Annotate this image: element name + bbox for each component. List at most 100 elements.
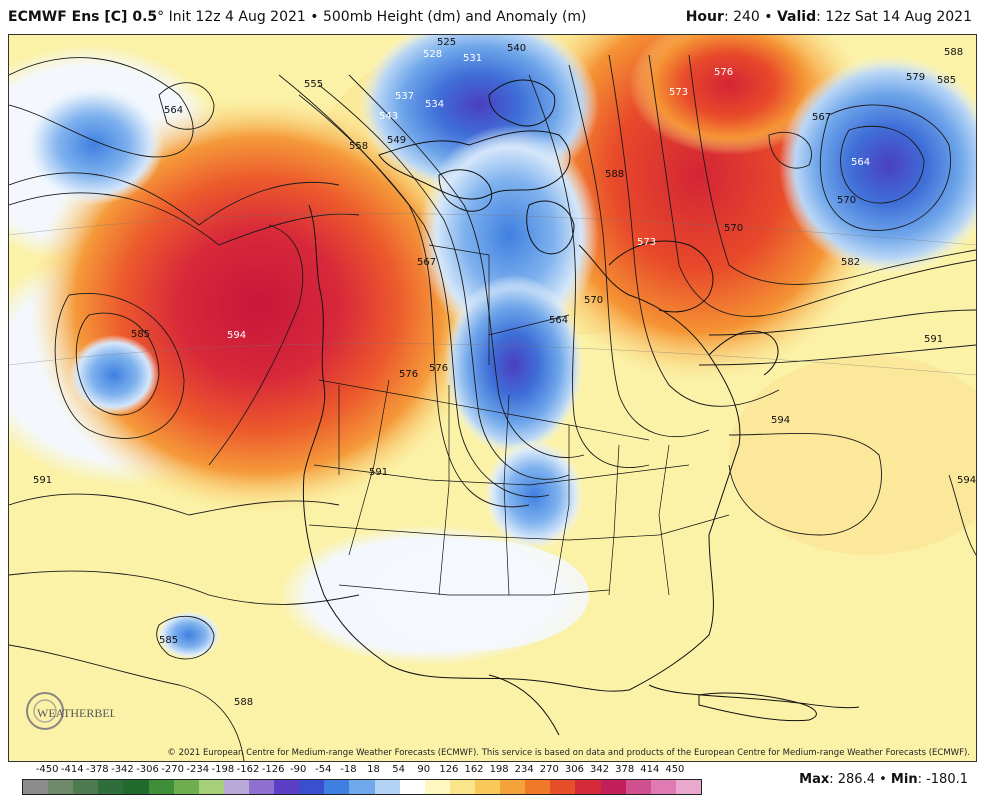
scale-tick-label: -162 — [236, 764, 260, 775]
contour-label: 540 — [507, 43, 526, 54]
degree-symbol: ° — [157, 9, 165, 25]
contour-label: 567 — [417, 257, 436, 268]
max-min-readout: Max: 286.4 • Min: -180.1 — [799, 772, 968, 787]
contour-label: 594 — [227, 330, 246, 341]
scale-tick-label: 18 — [367, 764, 380, 775]
height-contours — [9, 54, 976, 761]
contour-label: 549 — [387, 135, 406, 146]
valid-value: : 12z Sat 14 Aug 2021 — [816, 9, 972, 25]
weatherbell-logo: WEATHERBELL — [23, 687, 115, 737]
contour-label: 588 — [605, 169, 624, 180]
colorbar-swatch — [500, 780, 526, 794]
contour-label: 573 — [637, 237, 656, 248]
colorbar-swatch — [650, 780, 676, 794]
map-canvas: 525 528 531 540 564 555 537 534 543 549 … — [9, 35, 976, 761]
colorbar-swatch — [148, 780, 174, 794]
init-description: Init 12z 4 Aug 2021 • 500mb Height (dm) … — [164, 9, 587, 25]
state-borders — [308, 244, 730, 596]
valid-label: Valid — [776, 9, 817, 25]
contour-label: 564 — [549, 315, 568, 326]
contour-label: 534 — [425, 99, 444, 110]
contour-label: 528 — [423, 49, 442, 60]
contour-label: 591 — [924, 334, 943, 345]
contour-label: 585 — [131, 329, 150, 340]
scale-tick-label: 90 — [417, 764, 431, 775]
contour-label: 564 — [164, 105, 183, 116]
contour-label: 582 — [841, 257, 860, 268]
scale-tick-label: -90 — [290, 764, 307, 775]
scale-tick-label: 306 — [564, 764, 584, 775]
contour-label: 525 — [437, 37, 456, 48]
contour-label: 588 — [944, 47, 963, 58]
scale-tick-label: 162 — [464, 764, 484, 775]
contour-label: 564 — [851, 157, 870, 168]
colorbar-swatch — [449, 780, 475, 794]
colorbar-swatch — [98, 780, 124, 794]
scale-tick-label: 126 — [439, 764, 459, 775]
scale-tick-label: -450 — [35, 764, 59, 775]
contour-label: 591 — [369, 467, 388, 478]
scale-tick-label: -414 — [60, 764, 84, 775]
max-value: : 286.4 • — [829, 772, 891, 787]
colorbar-swatch — [123, 780, 149, 794]
logo-text: WEATHERBELL — [37, 706, 115, 720]
anomaly-map: 525 528 531 540 564 555 537 534 543 549 … — [8, 34, 977, 762]
colorbar-swatch — [575, 780, 601, 794]
colorbar-swatch — [550, 780, 576, 794]
scale-tick-label: 234 — [514, 764, 534, 775]
contour-label: 573 — [669, 87, 688, 98]
scale-tick-label: -198 — [211, 764, 235, 775]
colorbar-swatch — [424, 780, 450, 794]
map-title: ECMWF Ens [C] 0.5° Init 12z 4 Aug 2021 •… — [8, 6, 587, 28]
contour-label: 567 — [812, 112, 831, 123]
colorbar-swatch — [274, 780, 300, 794]
scale-tick-label: -306 — [136, 764, 159, 775]
colorbar-swatch — [399, 780, 425, 794]
min-label: Min — [890, 772, 918, 787]
colorbar-swatch — [173, 780, 199, 794]
scale-tick-labels: -450 -414 -378 -342 -306 -270 -234 -198 -162 -126… — [18, 764, 708, 778]
scale-tick-label: 54 — [392, 764, 406, 775]
copyright-notice: © 2021 European Centre for Medium-range … — [167, 748, 970, 758]
contour-label: 585 — [937, 75, 956, 86]
colorbar-swatch — [223, 780, 249, 794]
contour-label: 585 — [159, 635, 178, 646]
scale-tick-label: -342 — [111, 764, 134, 775]
min-value: : -180.1 — [917, 772, 968, 787]
contour-label: 594 — [771, 415, 790, 426]
contour-label: 570 — [724, 223, 743, 234]
scale-tick-label: 342 — [590, 764, 610, 775]
contour-labels: 525 528 531 540 564 555 537 534 543 549 … — [33, 37, 976, 708]
colorbar-swatch — [299, 780, 325, 794]
contour-label: 576 — [714, 67, 733, 78]
scale-tick-label: 414 — [640, 764, 660, 775]
colorbar-swatch — [73, 780, 99, 794]
scale-tick-label: -378 — [85, 764, 109, 775]
scale-tick-label: 198 — [489, 764, 509, 775]
contour-label: 543 — [379, 111, 398, 122]
scale-tick-label: 450 — [665, 764, 685, 775]
contour-label: 594 — [957, 475, 976, 486]
contour-label: 576 — [429, 363, 448, 374]
contour-label: 558 — [349, 141, 368, 152]
colorbar-swatch — [198, 780, 224, 794]
contour-label: 576 — [399, 369, 418, 380]
contour-label: 531 — [463, 53, 482, 64]
colorbar-swatch — [625, 780, 651, 794]
contour-label: 579 — [906, 72, 925, 83]
hour-label: Hour — [685, 9, 724, 25]
colorbar-swatch — [474, 780, 501, 794]
colorbar-swatch — [374, 780, 400, 794]
forecast-time: Hour: 240 • Valid: 12z Sat 14 Aug 2021 — [686, 6, 972, 28]
scale-tick-label: 270 — [539, 764, 559, 775]
colorbar-swatch — [525, 780, 551, 794]
contour-label: 555 — [304, 79, 323, 90]
coastlines — [302, 79, 860, 736]
graticule — [9, 213, 976, 376]
contour-label: 537 — [395, 91, 414, 102]
scale-tick-label: -126 — [261, 764, 285, 775]
scale-tick-label: 378 — [615, 764, 635, 775]
colorbar-swatch — [248, 780, 275, 794]
scale-tick-label: -54 — [315, 764, 332, 775]
max-label: Max — [799, 772, 830, 787]
